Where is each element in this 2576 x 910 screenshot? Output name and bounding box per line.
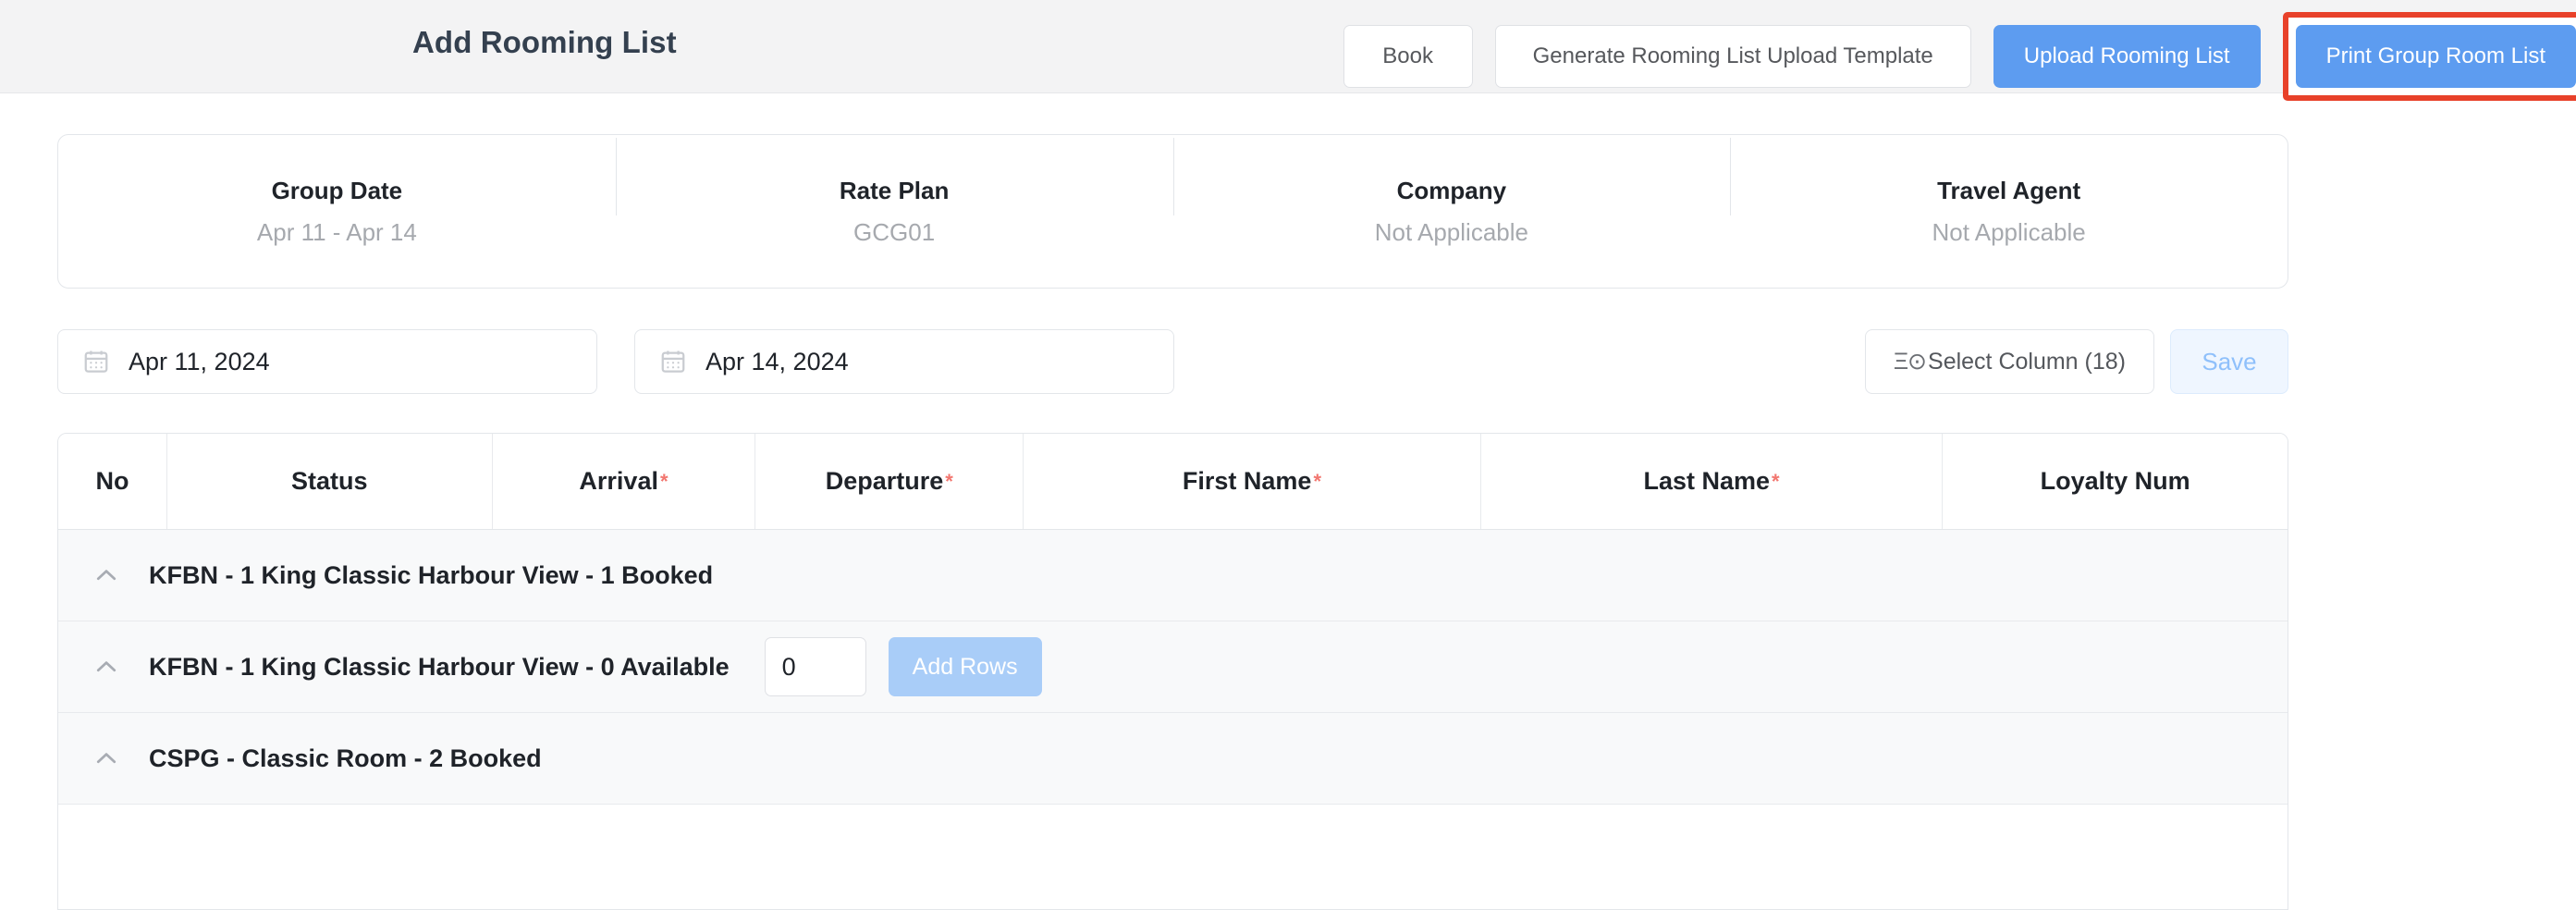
- group-summary-card: Group Date Apr 11 - Apr 14 Rate Plan GCG…: [57, 134, 2288, 289]
- column-header-departure[interactable]: Departure *: [755, 434, 1024, 529]
- arrival-date-picker[interactable]: Apr 11, 2024: [57, 329, 597, 394]
- column-header-last-name[interactable]: Last Name *: [1481, 434, 1944, 529]
- chevron-up-icon[interactable]: [86, 555, 127, 596]
- column-settings-icon: Ξ⊙: [1893, 349, 1927, 375]
- summary-value: Not Applicable: [1932, 217, 2086, 246]
- select-column-button[interactable]: Ξ⊙ Select Column (18): [1864, 329, 2154, 394]
- toolbar-actions: Book Generate Rooming List Upload Templa…: [1343, 12, 2576, 101]
- upload-rooming-list-button[interactable]: Upload Rooming List: [1993, 25, 2261, 88]
- calendar-icon: [659, 348, 687, 375]
- chevron-up-icon[interactable]: [86, 646, 127, 687]
- calendar-icon: [82, 348, 110, 375]
- summary-label: Company: [1396, 176, 1507, 204]
- table-row[interactable]: KFBN - 1 King Classic Harbour View - 0 A…: [58, 621, 2288, 713]
- required-marker: *: [1313, 469, 1321, 493]
- required-marker: *: [1772, 469, 1780, 493]
- column-header-loyalty-number[interactable]: Loyalty Num: [2040, 467, 2190, 495]
- summary-label: Group Date: [271, 176, 403, 204]
- add-rows-quantity-input[interactable]: [764, 637, 866, 696]
- departure-date-picker[interactable]: Apr 14, 2024: [634, 329, 1174, 394]
- page-title: Add Rooming List: [412, 25, 677, 59]
- column-header-first-name[interactable]: First Name *: [1024, 434, 1481, 529]
- summary-label: Travel Agent: [1937, 176, 2081, 204]
- generate-template-button[interactable]: Generate Rooming List Upload Template: [1494, 25, 1971, 88]
- chevron-up-icon[interactable]: [86, 738, 127, 779]
- room-group-label: KFBN - 1 King Classic Harbour View - 1 B…: [149, 560, 714, 589]
- table-header-row: No Status Arrival * Departure * First Name…: [58, 434, 2288, 530]
- book-button[interactable]: Book: [1343, 25, 1473, 88]
- save-button[interactable]: Save: [2170, 329, 2288, 394]
- highlight-annotation: Print Group Room List: [2282, 12, 2576, 101]
- filter-row: Apr 11, 2024 Apr 14, 2024 Ξ⊙ Select Colu…: [57, 329, 2288, 394]
- top-toolbar: Add Rooming List Book Generate Rooming L…: [0, 0, 2576, 101]
- summary-item-company: Company Not Applicable: [1172, 137, 1731, 247]
- select-column-label: Select Column (18): [1928, 348, 2126, 375]
- summary-item-travel-agent: Travel Agent Not Applicable: [1730, 137, 2288, 247]
- arrival-date-value: Apr 11, 2024: [129, 347, 270, 375]
- summary-value: GCG01: [853, 217, 936, 246]
- table-row[interactable]: CSPG - Classic Room - 2 Booked: [58, 713, 2288, 805]
- table-empty-area: [58, 805, 2288, 906]
- summary-value: Apr 11 - Apr 14: [256, 217, 417, 246]
- required-marker: *: [945, 469, 953, 493]
- column-header-no[interactable]: No: [58, 434, 167, 529]
- room-group-label: KFBN - 1 King Classic Harbour View - 0 A…: [149, 652, 730, 681]
- summary-value: Not Applicable: [1374, 217, 1528, 246]
- summary-label: Rate Plan: [839, 176, 950, 204]
- summary-item-group-date: Group Date Apr 11 - Apr 14: [58, 177, 616, 247]
- column-header-arrival[interactable]: Arrival *: [493, 434, 756, 529]
- print-group-room-list-button[interactable]: Print Group Room List: [2295, 25, 2576, 88]
- table-row[interactable]: KFBN - 1 King Classic Harbour View - 1 B…: [58, 530, 2288, 621]
- room-group-label: CSPG - Classic Room - 2 Booked: [149, 744, 542, 772]
- rooming-list-table: No Status Arrival * Departure * First Name…: [57, 433, 2288, 910]
- required-marker: *: [659, 469, 669, 493]
- column-header-status[interactable]: Status: [167, 434, 493, 529]
- summary-item-rate-plan: Rate Plan GCG01: [615, 137, 1173, 247]
- add-rows-button[interactable]: Add Rows: [888, 637, 1042, 696]
- departure-date-value: Apr 14, 2024: [705, 347, 849, 375]
